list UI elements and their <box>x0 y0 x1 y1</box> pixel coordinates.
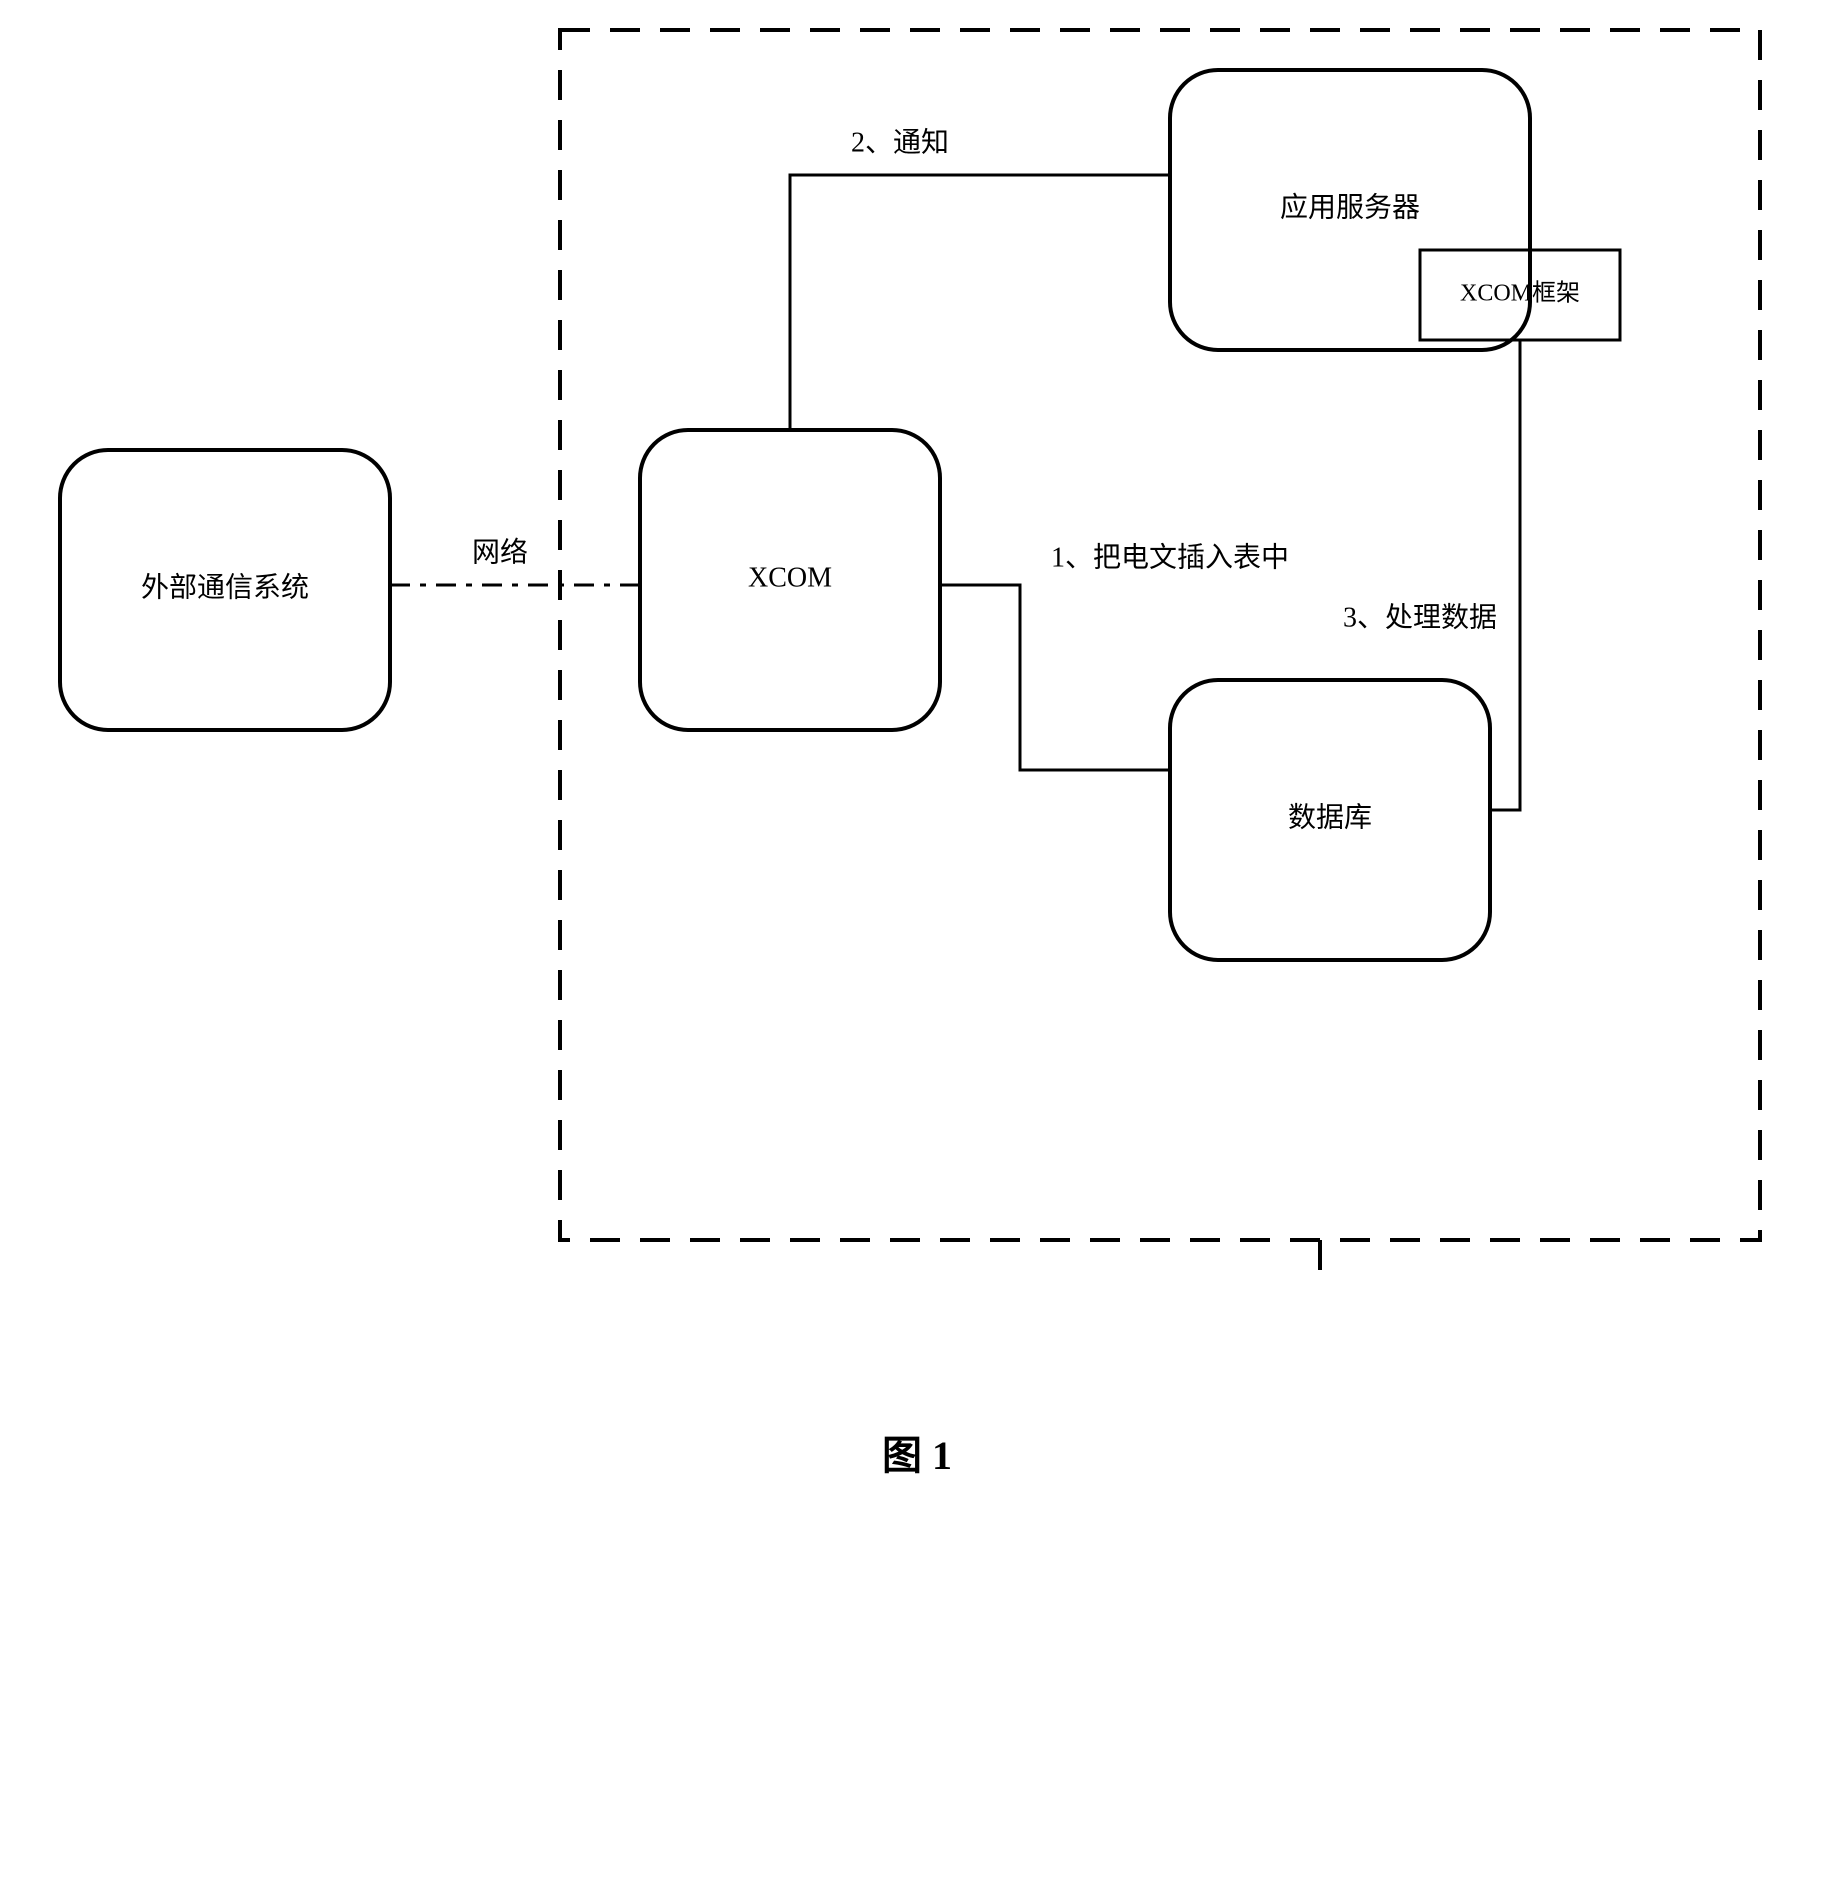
edge-insert-label: 1、把电文插入表中 <box>1051 541 1289 573</box>
architecture-diagram: 网络 2、通知 1、把电文插入表中 3、处理数据 外部通信系统 XCOM 应用服… <box>0 0 1834 1901</box>
node-external-system-label: 外部通信系统 <box>141 571 309 603</box>
edge-insert <box>940 585 1170 770</box>
edge-notify <box>790 175 1170 430</box>
node-xcom-label: XCOM <box>748 562 832 593</box>
edge-process <box>1490 340 1520 810</box>
node-database-label: 数据库 <box>1288 801 1372 833</box>
figure-caption: 图 1 <box>882 1433 952 1478</box>
system-boundary <box>560 30 1760 1240</box>
edge-network-label: 网络 <box>472 536 528 568</box>
edge-process-label: 3、处理数据 <box>1343 601 1497 633</box>
node-xcom-frame-label: XCOM框架 <box>1460 280 1580 307</box>
node-app-server-label: 应用服务器 <box>1280 191 1420 223</box>
edge-notify-label: 2、通知 <box>851 126 949 158</box>
